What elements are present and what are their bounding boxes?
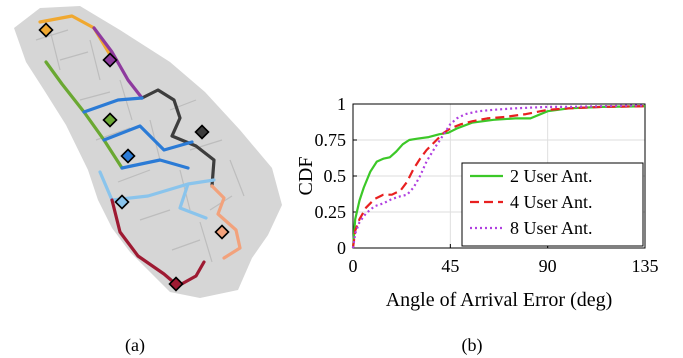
floor-map: [14, 6, 282, 298]
position-marker: [120, 148, 136, 164]
trajectory-segment: [98, 170, 216, 220]
trajectories: [38, 14, 242, 288]
panel-a-caption: (a): [125, 335, 145, 356]
position-markers: [38, 22, 230, 292]
series-line: [351, 105, 646, 249]
position-marker: [38, 22, 54, 38]
cdf-chart: 0 45 90 135 0 0.25 0.5 0.75 1 Angle of Arrival …: [295, 94, 659, 356]
trajectory-segment: [82, 96, 194, 170]
series-line: [351, 104, 646, 249]
legend-label: 2 User Ant.: [510, 166, 593, 186]
trajectory-segment: [140, 88, 216, 188]
trajectory-segment: [38, 14, 114, 60]
trajectory-segment: [110, 198, 206, 288]
y-tick-label: 0: [337, 238, 346, 258]
panel-b-caption: (b): [462, 335, 483, 356]
y-tick-label: 0.25: [315, 202, 347, 222]
y-tick-labels: 0 0.25 0.5 0.75 1: [315, 94, 357, 258]
x-tick-label: 45: [441, 256, 459, 276]
x-tick-label: 0: [349, 256, 358, 276]
y-axis-label: CDF: [295, 157, 317, 196]
position-marker: [214, 224, 230, 240]
trajectory-segment: [92, 26, 144, 100]
position-marker: [114, 194, 130, 210]
series-line: [351, 105, 646, 249]
position-marker: [102, 112, 118, 128]
x-axis-label: Angle of Arrival Error (deg): [386, 289, 613, 311]
y-tick-label: 0.5: [324, 166, 347, 186]
legend-label: 4 User Ant.: [510, 192, 593, 212]
y-tick-label: 0.75: [315, 130, 347, 150]
legend: 2 User Ant. 4 User Ant. 8 User Ant.: [461, 162, 644, 247]
series-lines: [351, 104, 646, 249]
y-tick-label: 1: [337, 94, 346, 114]
floor-map-panel: (a): [14, 6, 282, 356]
legend-label: 8 User Ant.: [510, 218, 593, 238]
position-marker: [194, 124, 210, 140]
position-marker: [102, 52, 118, 68]
x-tick-label: 135: [632, 256, 659, 276]
x-tick-label: 90: [539, 256, 557, 276]
trajectory-segment: [210, 184, 242, 260]
position-marker: [168, 276, 184, 292]
x-tick-labels: 0 45 90 135: [349, 244, 659, 276]
